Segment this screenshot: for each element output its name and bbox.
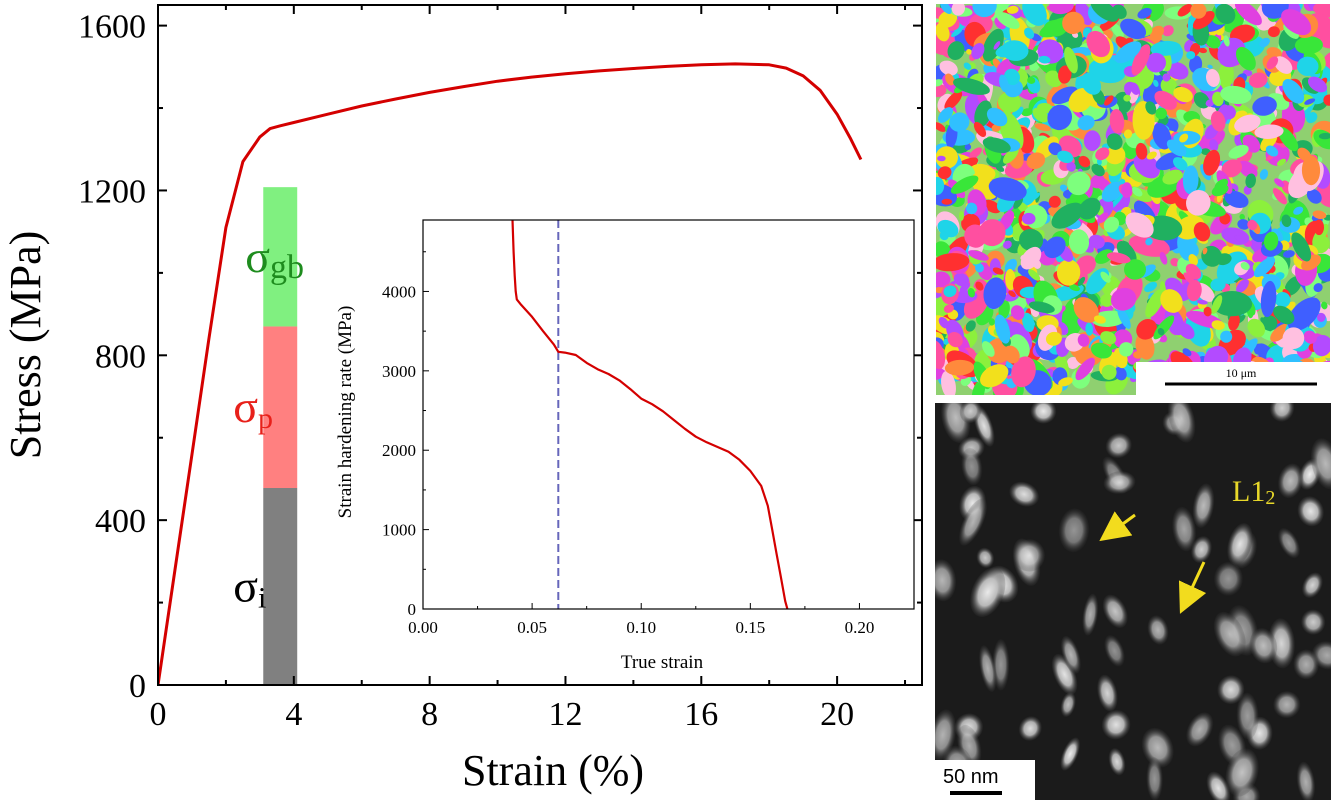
tem-arrow-1 [1099,511,1136,542]
main-y-axis-title: Stress (MPa) [1,231,50,460]
y-tick-label: 1200 [78,173,146,210]
inset-y-tick-label: 4000 [382,282,416,301]
stack-label-i: σi [233,561,266,615]
inset-y-axis-title: Strain hardening rate (MPa) [335,306,356,519]
inset-axis-ticks: 0.00 0.05 0.10 0.15 0.20 0 1000 2000 3000 4000 [382,251,915,637]
tem-phase-label: L12 [1232,475,1275,509]
x-tick-label: 0 [150,696,167,733]
ebsd-scale-label: 10 μm [1226,366,1257,380]
inset-x-tick-label: 0.05 [517,618,547,637]
y-tick-label: 800 [95,338,146,375]
inset-x-axis-title: True strain [621,652,704,673]
x-tick-label: 16 [684,696,718,733]
ebsd-map: 10 μm [936,4,1330,395]
y-tick-label: 0 [129,668,146,705]
inset-y-tick-label: 3000 [382,362,416,381]
stress-strain-series [158,62,863,685]
inset-y-tick-label: 1000 [382,521,416,540]
hardening-rate-series [511,220,789,609]
stress-strain-curve [158,62,863,685]
tem-image: L12 50 nm [935,403,1331,800]
x-tick-label: 20 [820,696,854,733]
y-tick-label: 400 [95,503,146,540]
inset-y-tick-label: 0 [408,600,417,619]
stack-segment-gb [263,187,298,327]
hardening-rate-curve [511,220,789,609]
x-tick-label: 8 [421,696,438,733]
x-tick-label: 12 [548,696,582,733]
x-tick-label: 4 [285,696,302,733]
y-tick-label: 1600 [78,9,146,46]
inset-x-tick-label: 0.15 [735,618,765,637]
main-x-axis-title: Strain (%) [462,746,644,795]
stack-segment-i [263,488,298,685]
tem-scale-label: 50 nm [943,766,999,788]
ebsd-scale-panel [1136,362,1330,395]
inset-x-tick-label: 0.10 [626,618,656,637]
main-axis-ticks: 0 4 8 12 16 20 0 400 800 1200 1600 [78,5,922,733]
inset-y-tick-label: 2000 [382,441,416,460]
inset-x-tick-label: 0.00 [408,618,438,637]
main-plot-frame [157,4,923,686]
inset-plot-frame [422,219,915,610]
inset-chart: 0.00 0.05 0.10 0.15 0.20 0 1000 2000 3000 4000 Tr… [335,219,915,673]
inset-x-tick-label: 0.20 [845,618,875,637]
tem-arrow-2 [1178,561,1207,614]
stack-label-p: σp [233,381,273,435]
stack-segment-p [263,326,298,489]
ebsd-grains [936,4,1330,395]
